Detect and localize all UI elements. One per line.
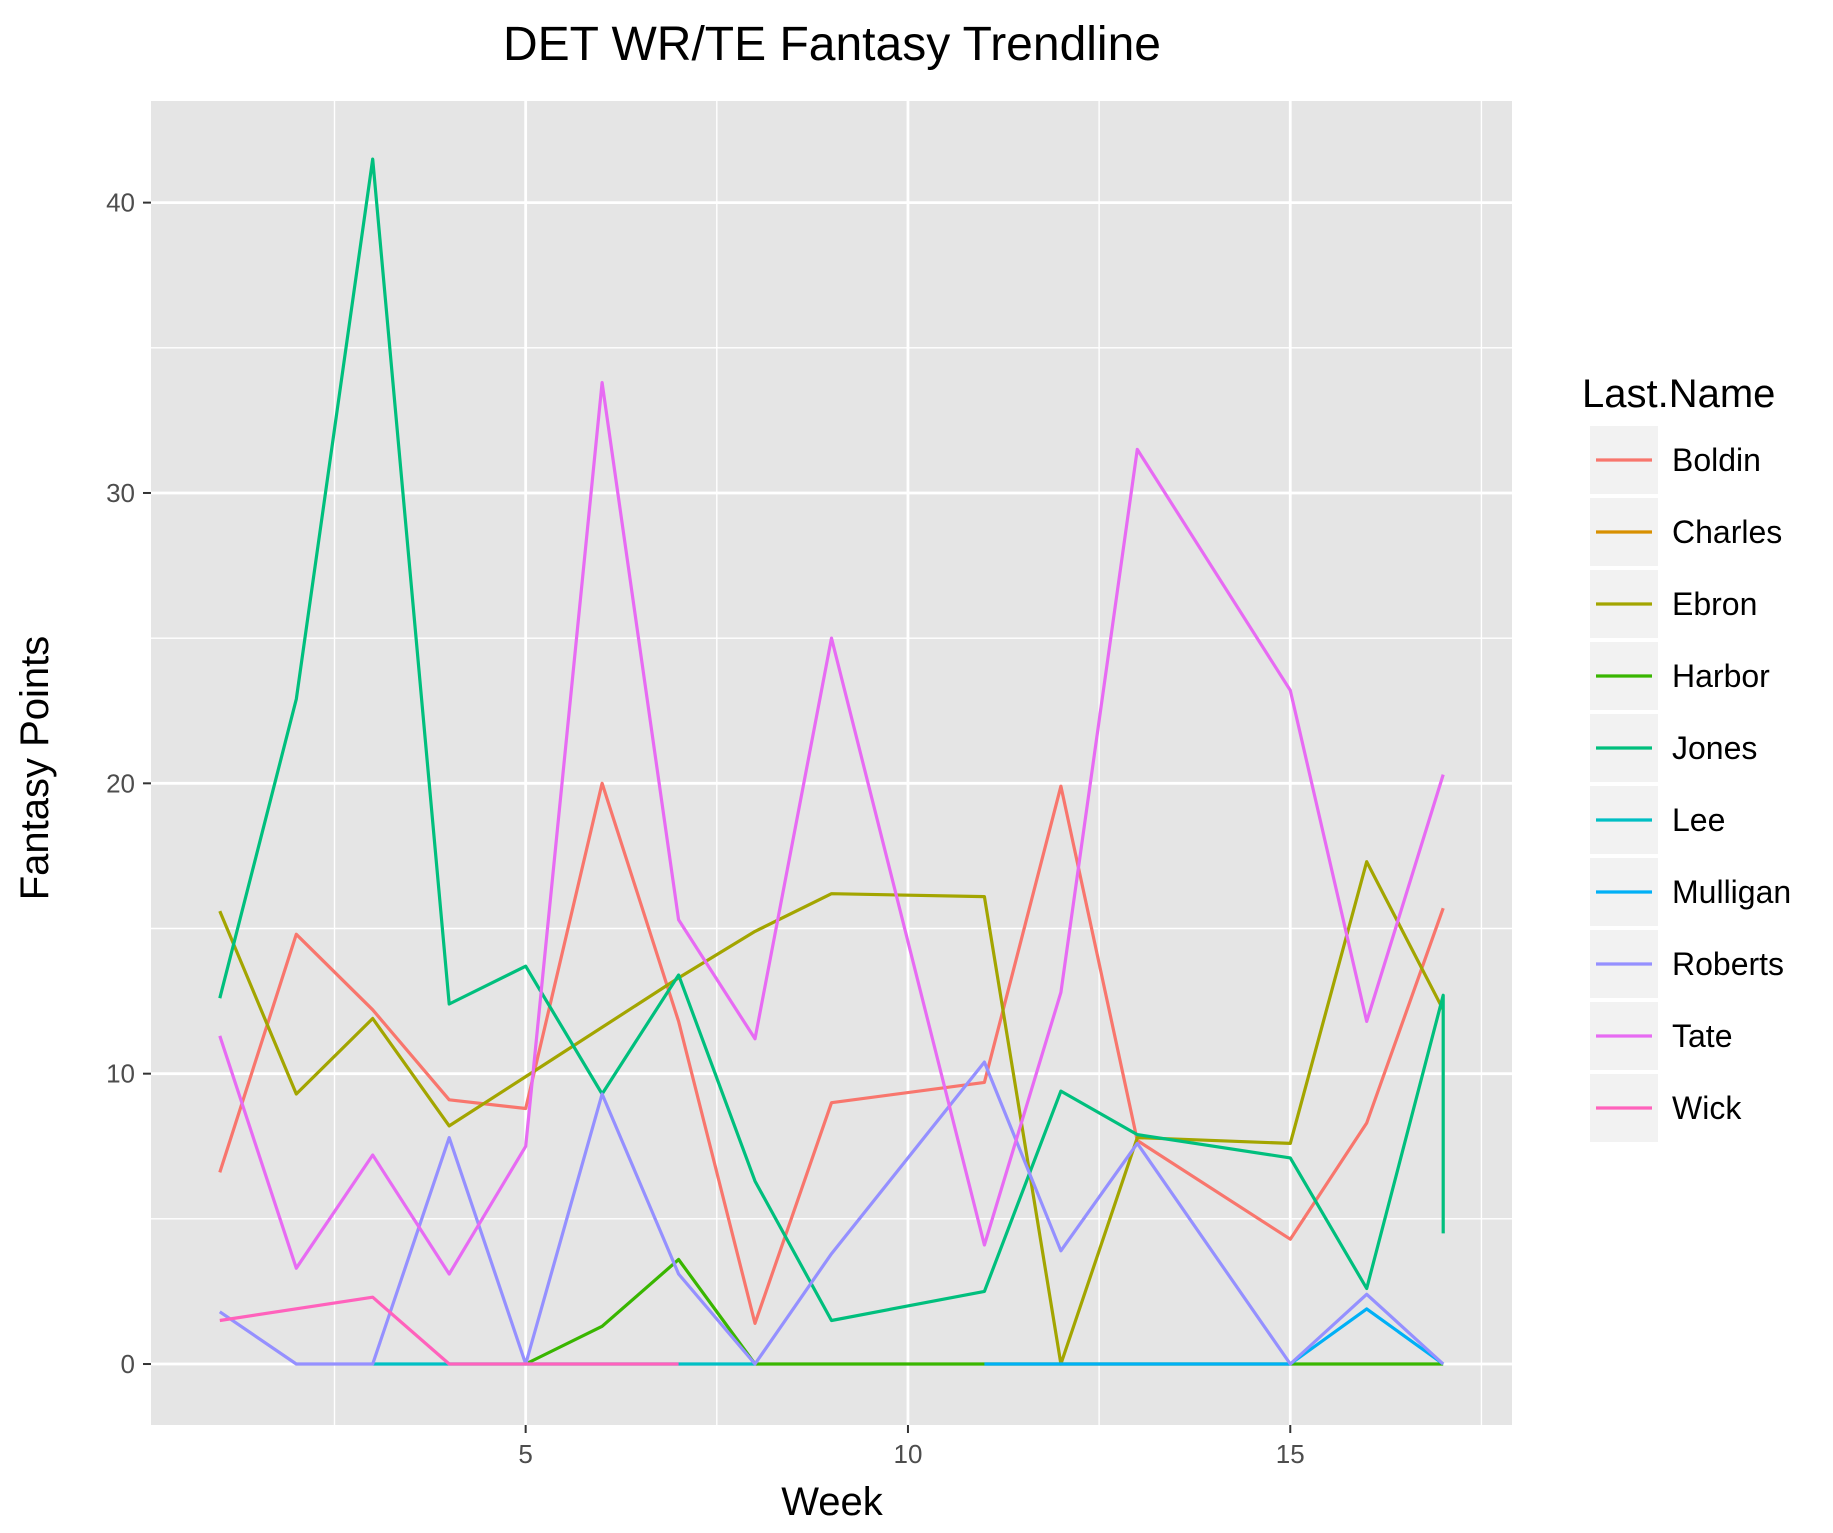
legend-label-ebron: Ebron	[1672, 586, 1757, 622]
series-lines	[218, 157, 1445, 1366]
y-axis-title: Fantasy Points	[13, 636, 57, 901]
series-line-harbor	[524, 1257, 1444, 1366]
x-axis-title: Week	[781, 1480, 884, 1524]
x-tick-label: 15	[1276, 1439, 1305, 1469]
x-tick-label: 10	[893, 1439, 922, 1469]
y-tick-label: 10	[106, 1059, 135, 1089]
minor-gridlines	[151, 101, 1512, 1425]
series-line-tate	[218, 381, 1445, 1276]
legend-label-tate: Tate	[1672, 1018, 1732, 1054]
legend-label-boldin: Boldin	[1672, 442, 1761, 478]
legend-label-wick: Wick	[1672, 1090, 1742, 1126]
legend: Last.Name Boldin Charles Ebron Harbor Jones L…	[1582, 372, 1791, 1142]
x-tick-label: 5	[518, 1439, 532, 1469]
y-tick-label: 20	[106, 768, 135, 798]
series-line-jones	[218, 157, 1445, 1323]
legend-label-harbor: Harbor	[1672, 658, 1770, 694]
legend-label-jones: Jones	[1672, 730, 1757, 766]
series-line-ebron	[218, 860, 1445, 1366]
series-line-mulligan	[984, 1307, 1445, 1366]
legend-title: Last.Name	[1582, 372, 1775, 416]
legend-items: Boldin Charles Ebron Harbor Jones Lee Mulligan…	[1590, 426, 1791, 1142]
series-line-roberts	[218, 1060, 1445, 1366]
y-tick-label: 30	[106, 478, 135, 508]
y-axis: 0 10 20 30 40	[106, 188, 151, 1379]
plot-panel	[151, 101, 1512, 1425]
chart-title: DET WR/TE Fantasy Trendline	[503, 18, 1161, 71]
legend-label-roberts: Roberts	[1672, 946, 1784, 982]
x-axis: 5 10 15	[518, 1425, 1305, 1469]
series-line-wick	[219, 1295, 679, 1366]
y-tick-label: 40	[106, 188, 135, 218]
series-line-boldin	[218, 781, 1445, 1326]
legend-label-lee: Lee	[1672, 802, 1725, 838]
legend-label-mulligan: Mulligan	[1672, 874, 1791, 910]
legend-label-charles: Charles	[1672, 514, 1782, 550]
y-tick-label: 0	[121, 1349, 135, 1379]
